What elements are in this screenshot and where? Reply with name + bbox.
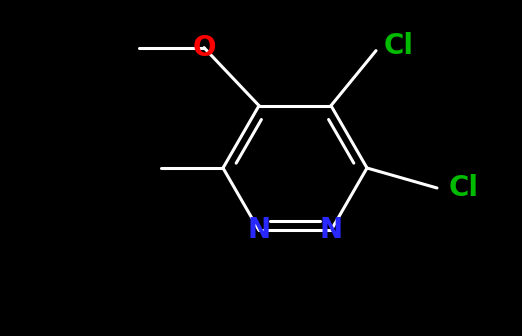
- Text: O: O: [192, 34, 216, 61]
- Text: N: N: [247, 216, 270, 244]
- Text: Cl: Cl: [384, 32, 414, 60]
- Text: N: N: [319, 216, 342, 244]
- Text: Cl: Cl: [449, 174, 479, 202]
